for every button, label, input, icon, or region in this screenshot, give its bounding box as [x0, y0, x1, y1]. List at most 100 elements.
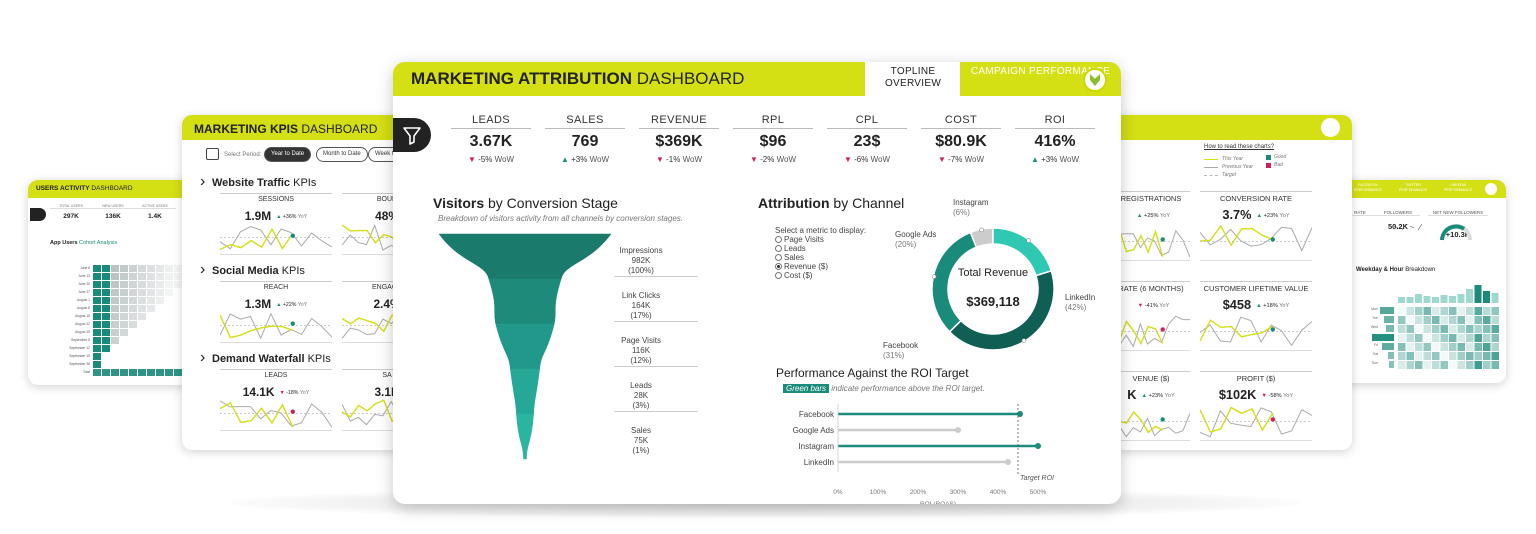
kpi-cpl[interactable]: CPL 23$ ▼ -6% WoW: [827, 114, 907, 164]
social-tab[interactable]: TWITTER PERFORMANCE: [1399, 183, 1427, 192]
kpi-tile[interactable]: VENUE ($) K ▲ +23% YoY: [1112, 371, 1190, 441]
kpi-tile[interactable]: REGISTRATIONS ▲ +25% YoY: [1112, 191, 1190, 261]
kpi-section-suffix: KPIs: [290, 177, 317, 189]
heatmap-cell: [1415, 352, 1423, 360]
kpi-tile[interactable]: PROFIT ($) $102K ▼ -58% YoY: [1200, 371, 1312, 441]
right-logo-icon: [1321, 118, 1340, 137]
kpi-tile[interactable]: RATE (6 MONTHS) ▼ -41% YoY: [1112, 281, 1190, 351]
users-filter-icon[interactable]: [30, 208, 46, 221]
filter-button[interactable]: [393, 118, 431, 152]
social-header: [1338, 180, 1506, 198]
legend-title[interactable]: How to read these charts?: [1204, 144, 1275, 150]
cohort-cell: [129, 313, 137, 320]
kpi-leads[interactable]: LEADS 3.67K ▼ -5% WoW: [451, 114, 531, 164]
followers-spark-segment: [1393, 225, 1399, 229]
radio-button[interactable]: [775, 236, 782, 243]
kpi-tile-change-suffix: YoY: [299, 390, 310, 396]
kpi-tile-value-row: 1.9M ▲ +36% YoY: [220, 207, 332, 225]
kpi-change-value: +3%: [1041, 155, 1060, 164]
hour-bar: [1423, 296, 1431, 303]
heatmap-cell: [1415, 316, 1423, 324]
cohort-cell: [93, 273, 101, 280]
cohort-cell: [102, 273, 110, 280]
funnel-stage-value: 116K: [631, 346, 651, 355]
kpi-tile[interactable]: CONVERSION RATE 3.7% ▲ +23% YoY: [1200, 191, 1312, 261]
arrow-down-icon: ▼: [1261, 392, 1269, 399]
kpi-tile-value: $102K: [1218, 386, 1257, 402]
marketing-attribution-dashboard: MARKETING ATTRIBUTION DASHBOARD TOPLINE …: [393, 62, 1121, 504]
metric-option-label: Page Visits: [784, 235, 824, 244]
tab-topline-overview[interactable]: TOPLINE OVERVIEW: [884, 66, 942, 89]
heatmap-cell: [1491, 352, 1499, 360]
period-pill[interactable]: Month to Date: [316, 147, 368, 162]
kpi-revenue[interactable]: REVENUE $369K ▼ -1% WoW: [639, 114, 719, 164]
kpi-sales[interactable]: SALES 769 ▲ +3% WoW: [545, 114, 625, 164]
legend-swatch: [1266, 155, 1271, 160]
kpi-value: 769: [571, 133, 599, 150]
funnel-stage-percent: (1%): [632, 446, 650, 455]
hour-bar: [1466, 289, 1473, 303]
donut-label: Google Ads (20%): [895, 230, 936, 250]
weekday-bar: [1382, 343, 1394, 350]
cohort-cell: [156, 265, 164, 272]
kpi-tile-label: PROFIT ($): [1236, 374, 1276, 383]
radio-button[interactable]: [775, 272, 782, 279]
sparkline: [1112, 410, 1190, 438]
kpi-section-title: › Demand Waterfall KPIs: [200, 349, 331, 366]
cohort-cell: [129, 281, 137, 288]
users-kpi-label: ACTIVE USERS: [134, 204, 176, 209]
chevron-right-icon[interactable]: ›: [200, 173, 206, 190]
chevron-right-icon[interactable]: ›: [200, 349, 206, 366]
cohort-cell: [102, 321, 110, 328]
kpi-tile[interactable]: SESSIONS 1.9M ▲ +36% YoY: [220, 193, 332, 255]
radio-button[interactable]: [775, 263, 782, 270]
kpi-rpl[interactable]: RPL $96 ▼ -2% WoW: [733, 114, 813, 164]
period-pill[interactable]: Year to Date: [264, 147, 312, 162]
kpi-tile-change-value: -58%: [1268, 392, 1284, 399]
donut-label-dot: [1021, 338, 1027, 343]
cohort-cell: [138, 305, 146, 312]
social-logo-icon: [1485, 183, 1497, 195]
metric-option-label: Revenue ($): [784, 262, 829, 271]
weekday-label: Sat: [1372, 352, 1378, 356]
roi-category-label: Instagram: [798, 442, 834, 451]
donut-label-dot: [1026, 238, 1031, 243]
kpis-title: MARKETING KPIS DASHBOARD: [194, 122, 378, 136]
sparkline-current: [1200, 406, 1274, 433]
donut-label-name: Instagram: [953, 198, 989, 207]
metric-selector: Select a metric to display: Page Visits L…: [775, 226, 866, 280]
kpi-tile-value-row: ▼ -41% YoY: [1112, 296, 1190, 314]
sparkline-current: [1200, 224, 1274, 247]
channel-donut-chart: [931, 227, 1055, 351]
kpi-change-suffix: WoW: [1059, 155, 1079, 164]
users-title: USERS ACTIVITY DASHBOARD: [36, 185, 133, 192]
kpi-tile[interactable]: LEADS 14.1K ▼ -18% YoY: [220, 369, 332, 431]
chevron-right-icon[interactable]: ›: [200, 261, 206, 278]
hour-bar: [1415, 294, 1422, 303]
arrow-up-icon: ▲: [560, 155, 572, 164]
kpi-value: 3.67K: [469, 133, 513, 150]
social-tab[interactable]: FACEBOOK PERFORMANCE: [1354, 183, 1382, 192]
kpi-cost[interactable]: COST $80.9K ▼ -7% WoW: [921, 114, 1001, 164]
metric-option[interactable]: Leads: [775, 244, 866, 253]
radio-button[interactable]: [775, 254, 782, 261]
cohort-cell: [174, 265, 182, 272]
sparkline-current: [220, 227, 294, 251]
funnel-stage-name: Leads: [630, 381, 652, 390]
radio-button[interactable]: [775, 245, 782, 252]
heatmap-cell: [1491, 361, 1499, 369]
metric-option[interactable]: Cost ($): [775, 271, 866, 280]
social-tab[interactable]: LINKEDIN PERFORMANCE: [1444, 183, 1472, 192]
cohort-row-label: June 20: [78, 282, 90, 286]
metric-option[interactable]: Page Visits: [775, 235, 866, 244]
heatmap-cell: [1440, 361, 1448, 369]
heatmap-cell: [1466, 307, 1474, 315]
metric-option[interactable]: Revenue ($): [775, 262, 866, 271]
metric-option[interactable]: Sales: [775, 253, 866, 262]
kpi-tile[interactable]: REACH 1.3M ▲ +22% YoY: [220, 281, 332, 343]
sparkline: [1200, 406, 1312, 437]
cohort-cell: [138, 265, 146, 272]
kpi-roi[interactable]: ROI 416% ▲ +3% WoW: [1015, 114, 1095, 164]
kpi-tile[interactable]: CUSTOMER LIFETIME VALUE $458 ▲ +18% YoY: [1200, 281, 1312, 351]
legend-label: Previous Year: [1222, 164, 1254, 170]
